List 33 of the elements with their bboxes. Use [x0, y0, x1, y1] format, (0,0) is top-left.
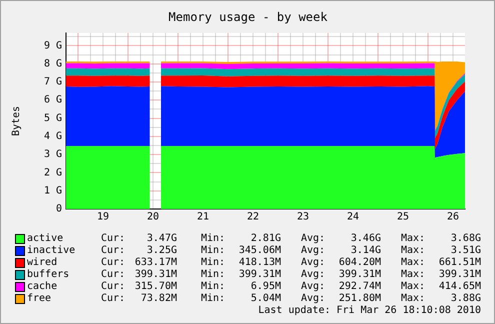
x-tick-label: 21	[196, 212, 210, 223]
legend-label: wired	[27, 257, 58, 269]
x-tick-label: 26	[446, 212, 460, 223]
x-tick-label: 19	[96, 212, 110, 223]
x-tick-label: 25	[396, 212, 410, 223]
y-tick-label: 0	[56, 204, 62, 215]
text: active	[27, 233, 64, 245]
x-tick-label: 22	[246, 212, 260, 223]
text: Cur: 315.70M Min: 6.95M Avg: 292.74M Max: 414.65M	[101, 281, 481, 292]
legend-label: inactive	[27, 245, 76, 257]
y-tick-label: 5 G	[44, 112, 62, 124]
y-tick-label: 3 G	[44, 149, 62, 160]
text: Cur: 633.17M Min: 418.13M Avg: 604.20M Max: 661.51M	[101, 257, 481, 268]
y-tick-label: 4 G	[44, 131, 62, 142]
y-axis-title: Bytes	[11, 106, 22, 136]
y-tick-label: 7 G	[44, 76, 62, 88]
y-tick-label: 6 G	[44, 94, 62, 106]
legend-label: free	[27, 293, 52, 305]
text: Cur: 3.47G Min: 2.81G Avg: 3.46G Max: 3.68G	[101, 233, 481, 244]
y-tick-label: 8 G	[44, 58, 62, 70]
y-tick-label: 2 G	[44, 167, 62, 178]
text: Cur: 399.31M Min: 399.31M Avg: 399.31M Max: 399.31M	[101, 269, 481, 280]
text: Cur: 3.25G Min: 345.06M Avg: 3.14G Max: 3.51G	[101, 245, 481, 256]
y-tick-label: 9 G	[44, 40, 62, 52]
y-tick-label: 1 G	[44, 185, 62, 196]
legend-label: cache	[27, 281, 58, 293]
text: Last update: Fri Mar 26 18:10:08 2010	[258, 305, 481, 317]
x-tick-label: 23	[296, 212, 310, 223]
chart-title: Memory usage - by week	[168, 10, 328, 24]
legend-label: buffers	[27, 269, 70, 281]
x-tick-label: 24	[346, 212, 360, 223]
text: Cur: 73.82M Min: 5.04M Avg: 251.80M Max: 3.88G	[101, 293, 481, 304]
x-tick-label: 20	[146, 212, 160, 223]
